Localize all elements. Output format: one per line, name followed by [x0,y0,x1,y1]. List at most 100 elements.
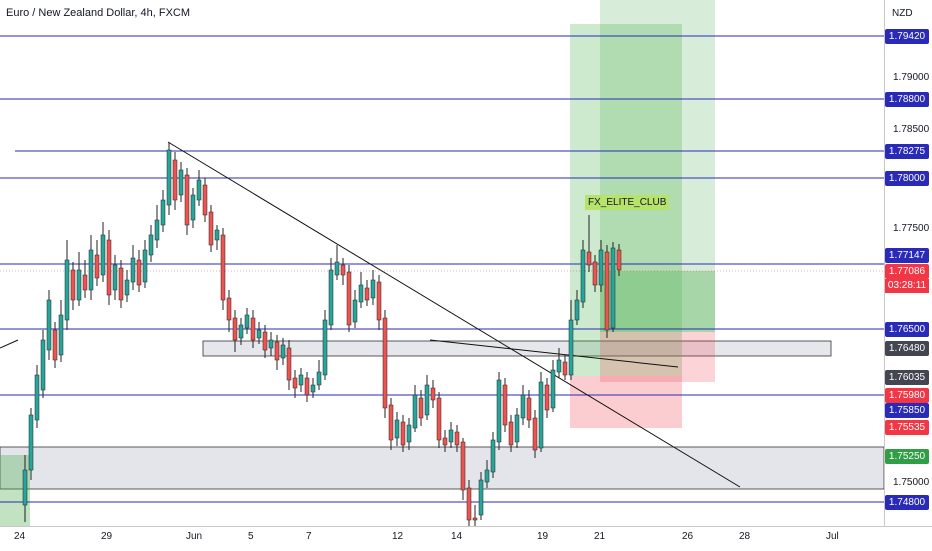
price-level-label: 1.75850 [885,403,929,418]
candlestick [160,199,166,226]
candlestick [88,249,94,291]
candlestick [454,431,460,446]
candlestick [76,269,82,301]
candlestick [460,441,466,491]
candlestick [352,299,358,323]
candlestick [586,251,592,266]
time-label: 14 [451,531,463,542]
candlestick [436,397,442,441]
candlestick [616,249,622,271]
time-label: 28 [739,531,751,542]
candlestick [334,261,340,276]
candlestick [568,319,574,376]
candlestick [610,247,616,329]
time-label: 5 [248,531,254,542]
candlestick [286,347,292,381]
candlestick [310,384,316,393]
trendline [0,339,19,349]
candlestick [172,159,178,201]
text-annotation[interactable]: FX_ELITE_CLUB [585,195,670,210]
candlestick [592,261,598,286]
candlestick [70,269,76,301]
price-level-label: 1.77147 [885,248,929,263]
resistance-zone [202,340,832,357]
candlestick [574,299,580,321]
candlestick [466,487,472,521]
candlestick [280,344,286,359]
candlestick [580,249,586,303]
candlestick [388,404,394,441]
candlestick [382,317,388,409]
candlestick [556,359,562,373]
stop-zone [600,332,715,382]
candlestick [508,421,514,446]
candlestick [544,384,550,411]
candlestick [490,439,496,473]
candlestick [64,259,70,321]
candlestick [598,249,604,286]
price-level-label: 1.78000 [885,171,929,186]
price-tick: 1.79000 [893,72,930,83]
time-axis[interactable] [0,526,932,551]
candlestick [94,254,100,279]
candlestick [526,397,532,421]
price-level-label: 1.75980 [885,388,929,403]
candlestick [364,287,370,301]
candlestick [52,329,58,361]
candlestick [538,381,544,449]
candlestick [184,174,190,226]
candlestick [442,437,448,446]
candlestick [550,369,556,409]
candlestick [136,259,142,286]
candlestick [346,271,352,326]
price-level-label: 1.74800 [885,495,929,510]
time-label: 12 [392,531,404,542]
candlestick [226,297,232,321]
candlestick [478,479,484,516]
support-zone [0,446,884,490]
candlestick [40,339,46,391]
candlestick [82,274,88,291]
candlestick [130,257,136,283]
candlestick [604,251,610,331]
candlestick [124,279,130,296]
candlestick [142,249,148,283]
candlestick [148,234,154,256]
candlestick [376,281,382,321]
candlestick [118,267,124,301]
stop-zone [570,376,682,428]
candlestick [304,377,310,396]
price-axis[interactable] [884,0,932,526]
candlestick [232,317,238,341]
candlestick [328,269,334,326]
symbol-title[interactable]: Euro / New Zealand Dollar, 4h, FXCM [6,7,191,19]
price-chart-canvas[interactable] [0,0,884,526]
trendline [167,141,741,488]
time-label: 7 [306,531,312,542]
candlestick [514,414,520,443]
candlestick [430,387,436,401]
candlestick [562,361,568,376]
candlestick [532,417,538,451]
candlestick [340,264,346,276]
candlestick [262,331,268,351]
candlestick [292,377,298,389]
price-tick: 1.75000 [893,477,930,488]
candlestick [34,374,40,421]
price-tick: 1.77500 [893,223,930,234]
price-level-label: 1.76035 [885,370,929,385]
candlestick [400,421,406,446]
candlestick [178,169,184,196]
candlestick [154,219,160,241]
candlestick [190,194,196,221]
current-price-label: 1.77086 [885,264,929,279]
candlestick [406,424,412,443]
time-label: 19 [537,531,549,542]
candlestick [58,314,64,356]
candlestick [370,279,376,299]
candlestick [100,234,106,276]
candlestick [214,229,220,241]
price-level-label: 1.76480 [885,341,929,356]
candlestick [256,329,262,339]
